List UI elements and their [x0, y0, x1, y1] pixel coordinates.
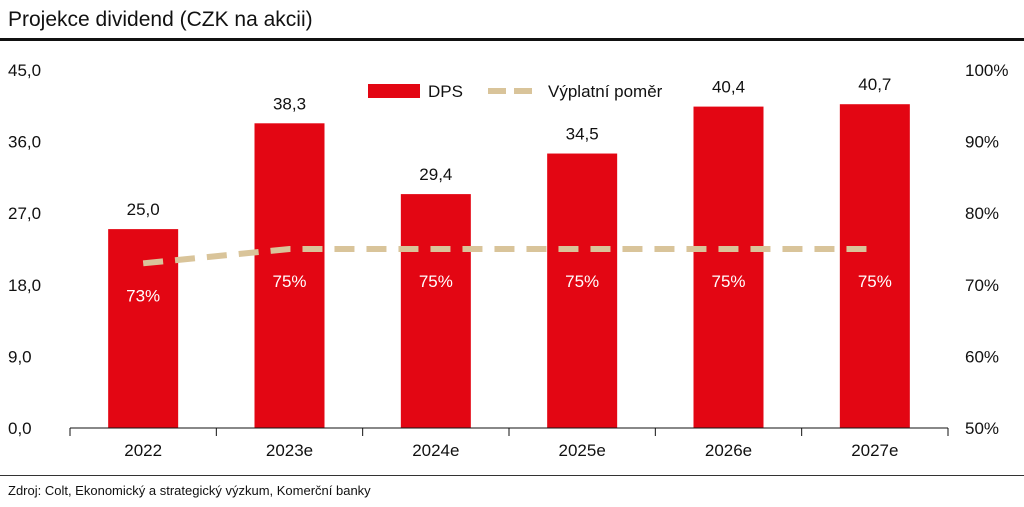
- dps-value-label: 40,4: [712, 78, 745, 97]
- legend-dps-label: DPS: [428, 82, 463, 101]
- x-tick-label: 2026e: [705, 441, 752, 460]
- dps-bar: [839, 104, 910, 428]
- x-axis: 2022 2023e 2024e 2025e 2026e 2027e: [69, 427, 949, 460]
- payout-ratio-labels: 73% 75% 75% 75% 75% 75%: [126, 272, 892, 305]
- dividend-chart: 0,0 9,0 18,0 27,0 36,0 45,0 50% 60% 70% 80% 90% 10…: [8, 61, 1008, 460]
- payout-ratio-series: [142, 246, 875, 267]
- y-left-tick-label: 36,0: [8, 133, 41, 152]
- y-right-tick-label: 90%: [965, 133, 999, 152]
- y-left-tick-label: 0,0: [8, 419, 32, 438]
- payout-ratio-line: [142, 246, 875, 267]
- chart-title: Projekce dividend (CZK na akcii): [8, 8, 313, 31]
- dps-value-label: 29,4: [419, 165, 452, 184]
- dps-bar: [108, 229, 179, 428]
- y-left-tick-label: 18,0: [8, 276, 41, 295]
- y-left-tick-label: 27,0: [8, 204, 41, 223]
- legend-ratio-label: Výplatní poměr: [548, 82, 663, 101]
- dps-value-label: 25,0: [127, 200, 160, 219]
- payout-ratio-label: 75%: [565, 272, 599, 291]
- legend: DPS Výplatní poměr: [368, 82, 663, 101]
- dps-bars: [108, 104, 910, 429]
- payout-ratio-label: 75%: [419, 272, 453, 291]
- payout-ratio-label: 73%: [126, 286, 160, 305]
- dps-bar: [254, 123, 325, 429]
- y-right-tick-label: 60%: [965, 347, 999, 366]
- dps-bar: [547, 153, 618, 429]
- x-tick-label: 2023e: [266, 441, 313, 460]
- payout-ratio-label: 75%: [272, 272, 306, 291]
- y-right-tick-label: 80%: [965, 204, 999, 223]
- dps-value-label: 38,3: [273, 94, 306, 113]
- y-right-tick-label: 70%: [965, 276, 999, 295]
- x-tick-label: 2022: [124, 441, 162, 460]
- x-tick-label: 2025e: [559, 441, 606, 460]
- title-rule: [0, 38, 1024, 41]
- legend-dps-swatch: [368, 84, 420, 98]
- y-right-tick-label: 100%: [965, 61, 1008, 80]
- dps-value-label: 40,7: [858, 75, 891, 94]
- dps-value-labels: 25,0 38,3 29,4 34,5 40,4 40,7: [127, 75, 892, 219]
- y-right-axis: 50% 60% 70% 80% 90% 100%: [965, 61, 1008, 438]
- source-note: Zdroj: Colt, Ekonomický a strategický vý…: [8, 483, 371, 498]
- y-left-tick-label: 9,0: [8, 347, 32, 366]
- source-rule: [0, 475, 1024, 476]
- y-left-tick-label: 45,0: [8, 61, 41, 80]
- payout-ratio-label: 75%: [711, 272, 745, 291]
- y-right-tick-label: 50%: [965, 419, 999, 438]
- x-tick-label: 2027e: [851, 441, 898, 460]
- y-left-axis: 0,0 9,0 18,0 27,0 36,0 45,0: [8, 61, 41, 438]
- dps-value-label: 34,5: [566, 125, 599, 144]
- payout-ratio-label: 75%: [858, 272, 892, 291]
- dps-bar: [400, 194, 471, 428]
- x-tick-label: 2024e: [412, 441, 459, 460]
- dps-bar: [693, 106, 764, 429]
